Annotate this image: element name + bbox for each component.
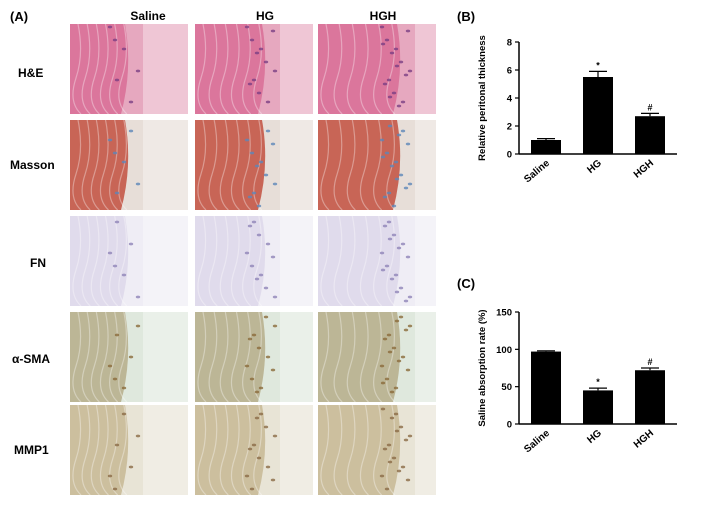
chart-relative-peritoneal-thickness: 0 2 4 6 8 Relative peritonal thickness Saline *… (477, 35, 677, 186)
chart-c-bar-hgh (635, 370, 665, 424)
column-label-hgh: HGH (369, 9, 397, 23)
row-label-he: H&E (18, 66, 44, 80)
panel-c-letter: (C) (457, 276, 476, 291)
chart-c-ytick-label: 150 (496, 308, 512, 319)
chart-b-xtick-label: HGH (632, 158, 656, 181)
chart-b-xtick-label: HG (585, 158, 604, 176)
chart-saline-absorption-rate: 0 50 100 150 Saline absorption rate (%) Salin… (477, 308, 677, 456)
chart-b-xtick-label: Saline (522, 158, 552, 186)
chart-c-bar-saline (531, 351, 561, 424)
chart-b-bar-saline (531, 140, 561, 154)
chart-b-ytick-label: 0 (507, 150, 512, 161)
chart-b-ylabel: Relative peritonal thickness (477, 35, 488, 161)
chart-c-xtick-label: HGH (632, 428, 656, 451)
chart-b-ytick-label: 8 (507, 38, 512, 49)
chart-b-ytick-label: 4 (507, 94, 513, 105)
chart-c-ytick-label: 50 (501, 382, 512, 393)
micrograph-masson-hgh (318, 120, 436, 210)
chart-c-bar-hg (583, 390, 613, 424)
micrograph-fn-hgh (318, 216, 436, 306)
chart-c-ytick-label: 100 (496, 345, 512, 356)
panel-a-letter: (A) (10, 9, 29, 24)
column-label-saline: Saline (130, 9, 166, 23)
chart-b-significance-mark: # (647, 102, 652, 112)
chart-c-xtick-label: Saline (522, 428, 552, 456)
micrograph-sma-hg (195, 312, 313, 402)
chart-b-ytick-label: 2 (507, 122, 512, 133)
micrograph-he-hg (195, 24, 313, 114)
row-label-mmp1: MMP1 (14, 443, 49, 457)
chart-c-significance-mark: * (596, 377, 600, 387)
micrograph-sma-hgh (318, 312, 436, 402)
micrograph-sma-saline (70, 312, 188, 402)
row-label-asma: α-SMA (12, 352, 51, 366)
micrograph-masson-hg (195, 120, 313, 210)
micrograph-mmp1-saline (70, 405, 188, 495)
panel-b-letter: (B) (457, 9, 476, 24)
chart-c-ytick-label: 0 (507, 420, 512, 431)
chart-b-ytick-label: 6 (507, 66, 512, 77)
chart-c-ylabel: Saline absorption rate (%) (477, 309, 488, 426)
micrograph-mmp1-hg (195, 405, 313, 495)
row-label-fn: FN (30, 256, 46, 270)
chart-c-significance-mark: # (647, 357, 652, 367)
micrograph-he-hgh (318, 24, 436, 114)
micrograph-fn-saline (70, 216, 188, 306)
column-label-hg: HG (256, 9, 274, 23)
chart-b-bar-hg (583, 77, 613, 154)
micrograph-masson-saline (70, 120, 188, 210)
chart-b-significance-mark: * (596, 60, 600, 70)
chart-c-xtick-label: HG (585, 428, 604, 446)
row-label-masson: Masson (10, 158, 55, 172)
micrograph-he-saline (70, 24, 188, 114)
chart-b-bar-hgh (635, 116, 665, 154)
micrograph-mmp1-hgh (318, 405, 436, 495)
micrograph-fn-hg (195, 216, 313, 306)
